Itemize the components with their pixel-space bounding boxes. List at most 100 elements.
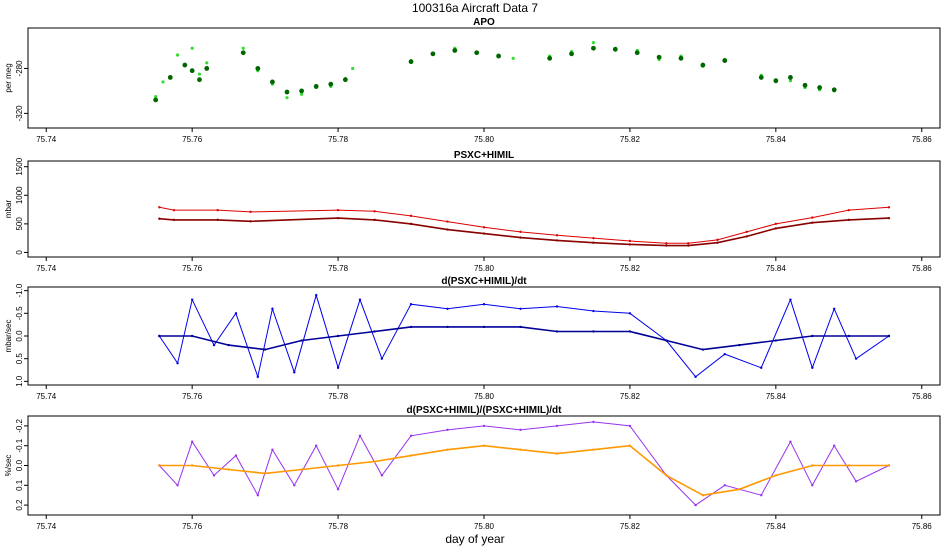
x-tick-label: 75.74 bbox=[36, 135, 57, 144]
data-point bbox=[628, 239, 632, 243]
data-point bbox=[409, 454, 413, 457]
data-point bbox=[716, 241, 719, 244]
x-tick-label: 75.74 bbox=[36, 392, 57, 401]
data-point bbox=[774, 222, 778, 226]
x-tick-label: 75.82 bbox=[620, 522, 641, 531]
data-point bbox=[190, 298, 194, 301]
data-point bbox=[300, 339, 303, 342]
series-line bbox=[159, 444, 889, 497]
data-point bbox=[241, 46, 245, 50]
y-tick-label: 0.2 bbox=[15, 499, 24, 511]
data-point bbox=[284, 89, 290, 95]
data-point bbox=[789, 440, 792, 443]
data-point bbox=[314, 444, 318, 447]
series-line bbox=[158, 421, 890, 506]
data-point bbox=[255, 66, 261, 71]
data-point bbox=[511, 56, 515, 60]
data-point bbox=[811, 334, 814, 338]
x-tick-label: 75.84 bbox=[766, 392, 787, 401]
x-tick-label: 75.76 bbox=[182, 522, 203, 531]
data-point bbox=[774, 474, 778, 477]
data-point bbox=[351, 66, 355, 71]
data-point bbox=[190, 464, 194, 467]
y-tick-label: -0.1 bbox=[15, 438, 24, 452]
data-point bbox=[249, 210, 252, 214]
data-point bbox=[373, 210, 376, 213]
x-tick-label: 75.74 bbox=[36, 264, 57, 273]
panel-frame bbox=[27, 27, 941, 129]
data-point bbox=[555, 424, 559, 428]
data-point bbox=[773, 78, 779, 84]
data-point bbox=[300, 92, 304, 96]
data-point bbox=[760, 494, 763, 497]
data-point bbox=[409, 303, 413, 306]
x-tick-label: 75.80 bbox=[474, 522, 495, 531]
data-point bbox=[758, 75, 764, 80]
data-point bbox=[380, 357, 384, 360]
data-point bbox=[555, 305, 559, 308]
data-point bbox=[788, 79, 793, 83]
data-point bbox=[409, 434, 413, 437]
data-point bbox=[591, 41, 596, 45]
data-point bbox=[628, 444, 632, 447]
data-point bbox=[256, 494, 260, 497]
data-point bbox=[161, 80, 165, 84]
data-point bbox=[811, 216, 814, 219]
data-point bbox=[270, 79, 275, 85]
data-point bbox=[172, 208, 176, 212]
series-2 bbox=[158, 325, 891, 351]
data-point bbox=[336, 366, 340, 369]
data-point bbox=[887, 216, 891, 220]
data-point bbox=[249, 220, 252, 223]
data-point bbox=[167, 75, 173, 80]
data-point bbox=[256, 375, 260, 379]
data-point bbox=[833, 307, 836, 310]
y-tick-label: 1500 bbox=[15, 157, 24, 175]
panel-frame bbox=[27, 160, 941, 258]
data-point bbox=[774, 339, 778, 342]
series-2 bbox=[153, 45, 837, 103]
data-point bbox=[190, 334, 194, 338]
data-point bbox=[569, 51, 574, 57]
data-point bbox=[482, 444, 486, 447]
data-point bbox=[887, 206, 891, 209]
data-point bbox=[745, 230, 748, 234]
y-tick-label: 0.1 bbox=[15, 479, 24, 491]
data-point bbox=[408, 59, 414, 65]
data-point bbox=[158, 334, 161, 338]
data-point bbox=[205, 61, 209, 65]
data-point bbox=[722, 58, 728, 63]
panel-title: d(PSXC+HIMIL)/dt bbox=[441, 276, 527, 287]
data-point bbox=[496, 53, 501, 59]
data-point bbox=[336, 488, 340, 491]
y-tick-label: 500 bbox=[15, 217, 24, 231]
data-point bbox=[212, 343, 216, 347]
data-point bbox=[716, 238, 719, 242]
panel-1: APO per meg 75.74 75.76 75.78 75.80 75.82 75.84… bbox=[4, 17, 941, 144]
y-tick-label: 0.0 bbox=[15, 330, 24, 342]
y-tick-label: -1.0 bbox=[15, 283, 24, 297]
data-point bbox=[175, 53, 180, 57]
panel-title: d(PSXC+HIMIL)/(PSXC+HIMIL)/dt bbox=[407, 405, 563, 416]
data-point bbox=[817, 85, 823, 90]
data-point bbox=[446, 228, 449, 231]
data-point bbox=[314, 293, 318, 297]
data-point bbox=[216, 208, 219, 212]
data-point bbox=[788, 75, 793, 80]
panel-2: PSXC+HIMIL mbar 75.74 75.76 75.78 75.80 75.82 7… bbox=[4, 150, 941, 273]
data-point bbox=[342, 77, 348, 83]
x-tick-label: 75.76 bbox=[182, 392, 203, 401]
data-point bbox=[802, 82, 808, 88]
data-point bbox=[887, 334, 891, 338]
data-point bbox=[555, 330, 559, 333]
data-point bbox=[190, 46, 194, 50]
panel-3: d(PSXC+HIMIL)/dt mbar/sec 75.74 75.76 75.78 7… bbox=[4, 276, 941, 401]
data-point bbox=[833, 444, 836, 447]
data-point bbox=[172, 218, 176, 222]
data-point bbox=[430, 51, 436, 57]
y-axis-label: mbar/sec bbox=[4, 320, 13, 353]
panel-title: PSXC+HIMIL bbox=[454, 150, 514, 161]
data-point bbox=[373, 460, 376, 463]
